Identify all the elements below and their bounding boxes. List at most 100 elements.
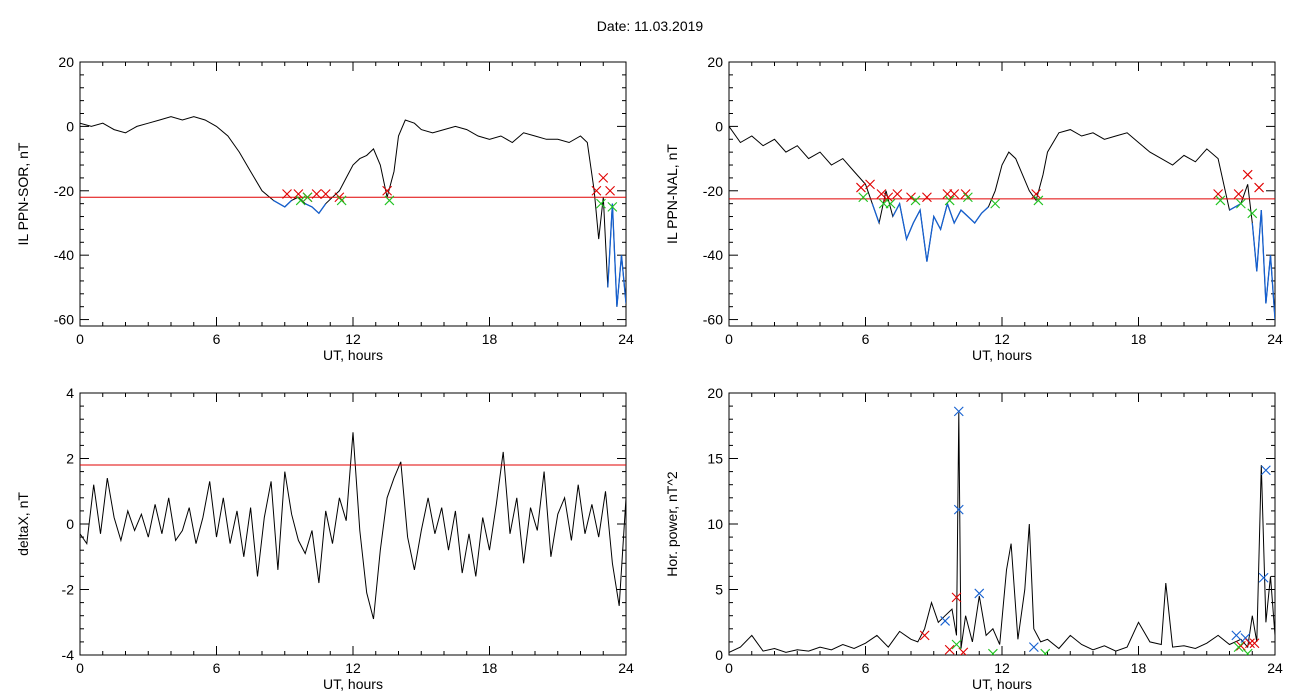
x-tick-label: 0 <box>76 660 84 676</box>
red-marker <box>960 189 971 199</box>
plot-area <box>729 406 1275 655</box>
x-tick-label: 6 <box>213 331 221 347</box>
y-tick-label: -40 <box>54 247 74 263</box>
y-tick-label: 2 <box>66 451 74 467</box>
y-tick-label: -20 <box>703 183 723 199</box>
below-threshold-segment <box>892 201 989 262</box>
red-marker <box>856 182 866 193</box>
red-marker <box>598 173 609 183</box>
x-tick-label: 0 <box>725 660 733 676</box>
green-marker <box>1033 195 1044 206</box>
green-marker <box>302 192 313 203</box>
green-marker <box>1233 642 1244 653</box>
green-marker <box>885 198 896 209</box>
red-marker <box>1254 182 1264 193</box>
chart-panel-2: 0 6 12 18 24 20 0 -20 -40 -60 UT, hours IL PPN-NAL,… <box>664 54 1283 363</box>
red-marker <box>311 189 322 199</box>
blue-marker <box>953 504 964 515</box>
red-marker <box>1249 638 1260 649</box>
blue-marker <box>974 588 985 599</box>
blue-marker <box>1231 630 1242 641</box>
x-tick-label: 24 <box>618 331 634 347</box>
blue-marker <box>1261 465 1271 476</box>
series-line <box>729 412 1275 653</box>
x-axis-label: UT, hours <box>323 676 383 692</box>
plot-area <box>729 126 1275 320</box>
y-tick-label: -2 <box>62 582 75 598</box>
red-marker <box>949 189 960 199</box>
red-marker <box>1213 189 1224 199</box>
y-tick-label: 10 <box>707 516 723 532</box>
red-marker <box>951 592 962 603</box>
chart-panel-1: 0 6 12 18 24 20 0 -20 -40 -60 UT, hours IL PPN-SOR,… <box>15 54 634 363</box>
red-marker <box>883 192 894 203</box>
y-tick-label: -60 <box>703 312 723 328</box>
red-marker <box>1031 189 1042 199</box>
green-marker <box>944 195 955 206</box>
blue-marker <box>1258 572 1269 583</box>
y-tick-label: -60 <box>54 312 74 328</box>
x-tick-label: 0 <box>76 331 84 347</box>
red-marker <box>282 189 292 199</box>
x-tick-label: 18 <box>1131 660 1147 676</box>
blue-marker <box>1028 642 1039 653</box>
y-tick-label: 5 <box>715 582 723 598</box>
x-tick-label: 18 <box>1131 331 1147 347</box>
x-tick-label: 12 <box>345 660 361 676</box>
red-marker <box>293 189 304 199</box>
red-marker <box>1242 169 1253 180</box>
red-marker <box>320 189 331 199</box>
series-line <box>80 116 626 307</box>
green-marker <box>384 195 395 206</box>
green-marker <box>607 201 618 212</box>
red-marker <box>919 630 930 641</box>
y-tick-label: 0 <box>66 118 74 134</box>
x-tick-label: 6 <box>213 660 221 676</box>
y-axis-label: Hor. power, nT^2 <box>664 471 680 577</box>
y-tick-label: 20 <box>58 54 74 70</box>
y-axis-label: deltaX, nT <box>15 492 31 556</box>
x-axis-label: UT, hours <box>972 676 1032 692</box>
x-tick-label: 12 <box>994 660 1010 676</box>
x-tick-label: 24 <box>1267 660 1283 676</box>
page-title: Date: 11.03.2019 <box>596 18 704 34</box>
plot-area <box>80 432 626 620</box>
below-threshold-segment <box>273 199 293 208</box>
x-tick-label: 24 <box>1267 331 1283 347</box>
green-marker <box>295 195 306 206</box>
y-tick-label: 0 <box>66 516 74 532</box>
x-tick-label: 0 <box>725 331 733 347</box>
y-tick-label: -40 <box>703 247 723 263</box>
red-marker <box>922 192 932 203</box>
red-marker <box>865 179 875 190</box>
blue-marker <box>940 616 951 626</box>
green-marker <box>988 648 998 655</box>
green-marker <box>336 195 347 206</box>
below-threshold-segment <box>607 203 626 307</box>
green-marker <box>858 192 869 203</box>
y-tick-label: 0 <box>715 647 723 663</box>
below-threshold-segment <box>871 203 880 224</box>
green-marker <box>1215 195 1226 206</box>
x-tick-label: 12 <box>345 331 361 347</box>
y-tick-label: 15 <box>707 451 723 467</box>
y-tick-label: -4 <box>62 647 75 663</box>
x-axis-label: UT, hours <box>323 347 383 363</box>
red-marker <box>958 647 969 655</box>
red-marker <box>605 185 615 196</box>
chart-panel-3: 0 6 12 18 24 4 2 0 -2 -4 UT, hours deltaX, nT <box>15 385 634 692</box>
plot-area <box>80 116 626 307</box>
green-marker <box>962 192 973 203</box>
red-marker <box>1235 640 1246 651</box>
y-tick-label: 20 <box>707 54 723 70</box>
chart-panel-4: 0 6 12 18 24 20 15 10 5 0 UT, hours Hor. power, nT^… <box>664 385 1283 692</box>
y-axis-label: IL PPN-SOR, nT <box>15 142 31 245</box>
green-marker <box>951 639 962 650</box>
y-axis-label: IL PPN-NAL, nT <box>664 144 680 244</box>
x-tick-label: 6 <box>862 660 870 676</box>
green-marker <box>1040 648 1051 655</box>
red-marker <box>382 185 393 196</box>
red-marker <box>1245 638 1255 649</box>
green-marker <box>1235 198 1246 209</box>
green-marker <box>1242 648 1253 655</box>
